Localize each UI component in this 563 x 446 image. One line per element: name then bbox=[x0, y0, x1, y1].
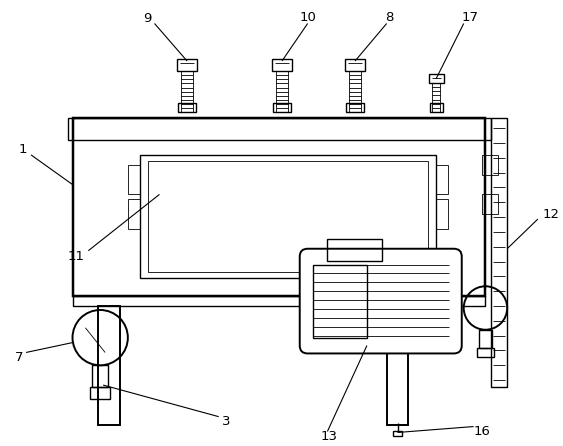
Bar bbox=[128, 165, 140, 194]
Bar bbox=[90, 387, 110, 399]
Bar bbox=[92, 365, 108, 387]
Bar bbox=[479, 330, 493, 347]
Text: 16: 16 bbox=[473, 425, 490, 438]
Bar bbox=[346, 103, 364, 112]
Bar bbox=[482, 155, 498, 175]
Bar bbox=[177, 59, 197, 71]
Bar bbox=[312, 264, 367, 338]
Text: 7: 7 bbox=[15, 351, 24, 364]
Text: 12: 12 bbox=[543, 208, 560, 221]
Text: 13: 13 bbox=[321, 430, 338, 443]
Text: 17: 17 bbox=[461, 11, 478, 24]
Bar bbox=[140, 155, 436, 278]
Text: 11: 11 bbox=[68, 250, 85, 263]
Bar bbox=[392, 430, 403, 437]
Bar bbox=[491, 118, 507, 387]
Bar bbox=[272, 59, 292, 71]
Bar bbox=[436, 199, 448, 229]
Bar bbox=[430, 103, 443, 112]
Bar bbox=[328, 239, 382, 260]
Bar bbox=[73, 296, 485, 306]
Bar bbox=[68, 118, 491, 140]
Bar bbox=[148, 161, 428, 273]
Bar bbox=[178, 103, 196, 112]
Bar bbox=[429, 74, 444, 83]
Bar bbox=[482, 194, 498, 214]
Bar bbox=[128, 199, 140, 229]
Bar bbox=[476, 347, 494, 357]
Bar bbox=[98, 306, 120, 425]
Bar bbox=[73, 118, 485, 296]
Text: 9: 9 bbox=[144, 12, 152, 25]
Text: 8: 8 bbox=[386, 11, 394, 24]
Text: 3: 3 bbox=[222, 415, 231, 428]
Bar bbox=[387, 306, 408, 425]
FancyBboxPatch shape bbox=[300, 249, 462, 353]
Bar bbox=[345, 59, 365, 71]
Bar bbox=[436, 165, 448, 194]
Bar bbox=[273, 103, 291, 112]
Text: 1: 1 bbox=[19, 144, 28, 157]
Text: 10: 10 bbox=[299, 11, 316, 24]
